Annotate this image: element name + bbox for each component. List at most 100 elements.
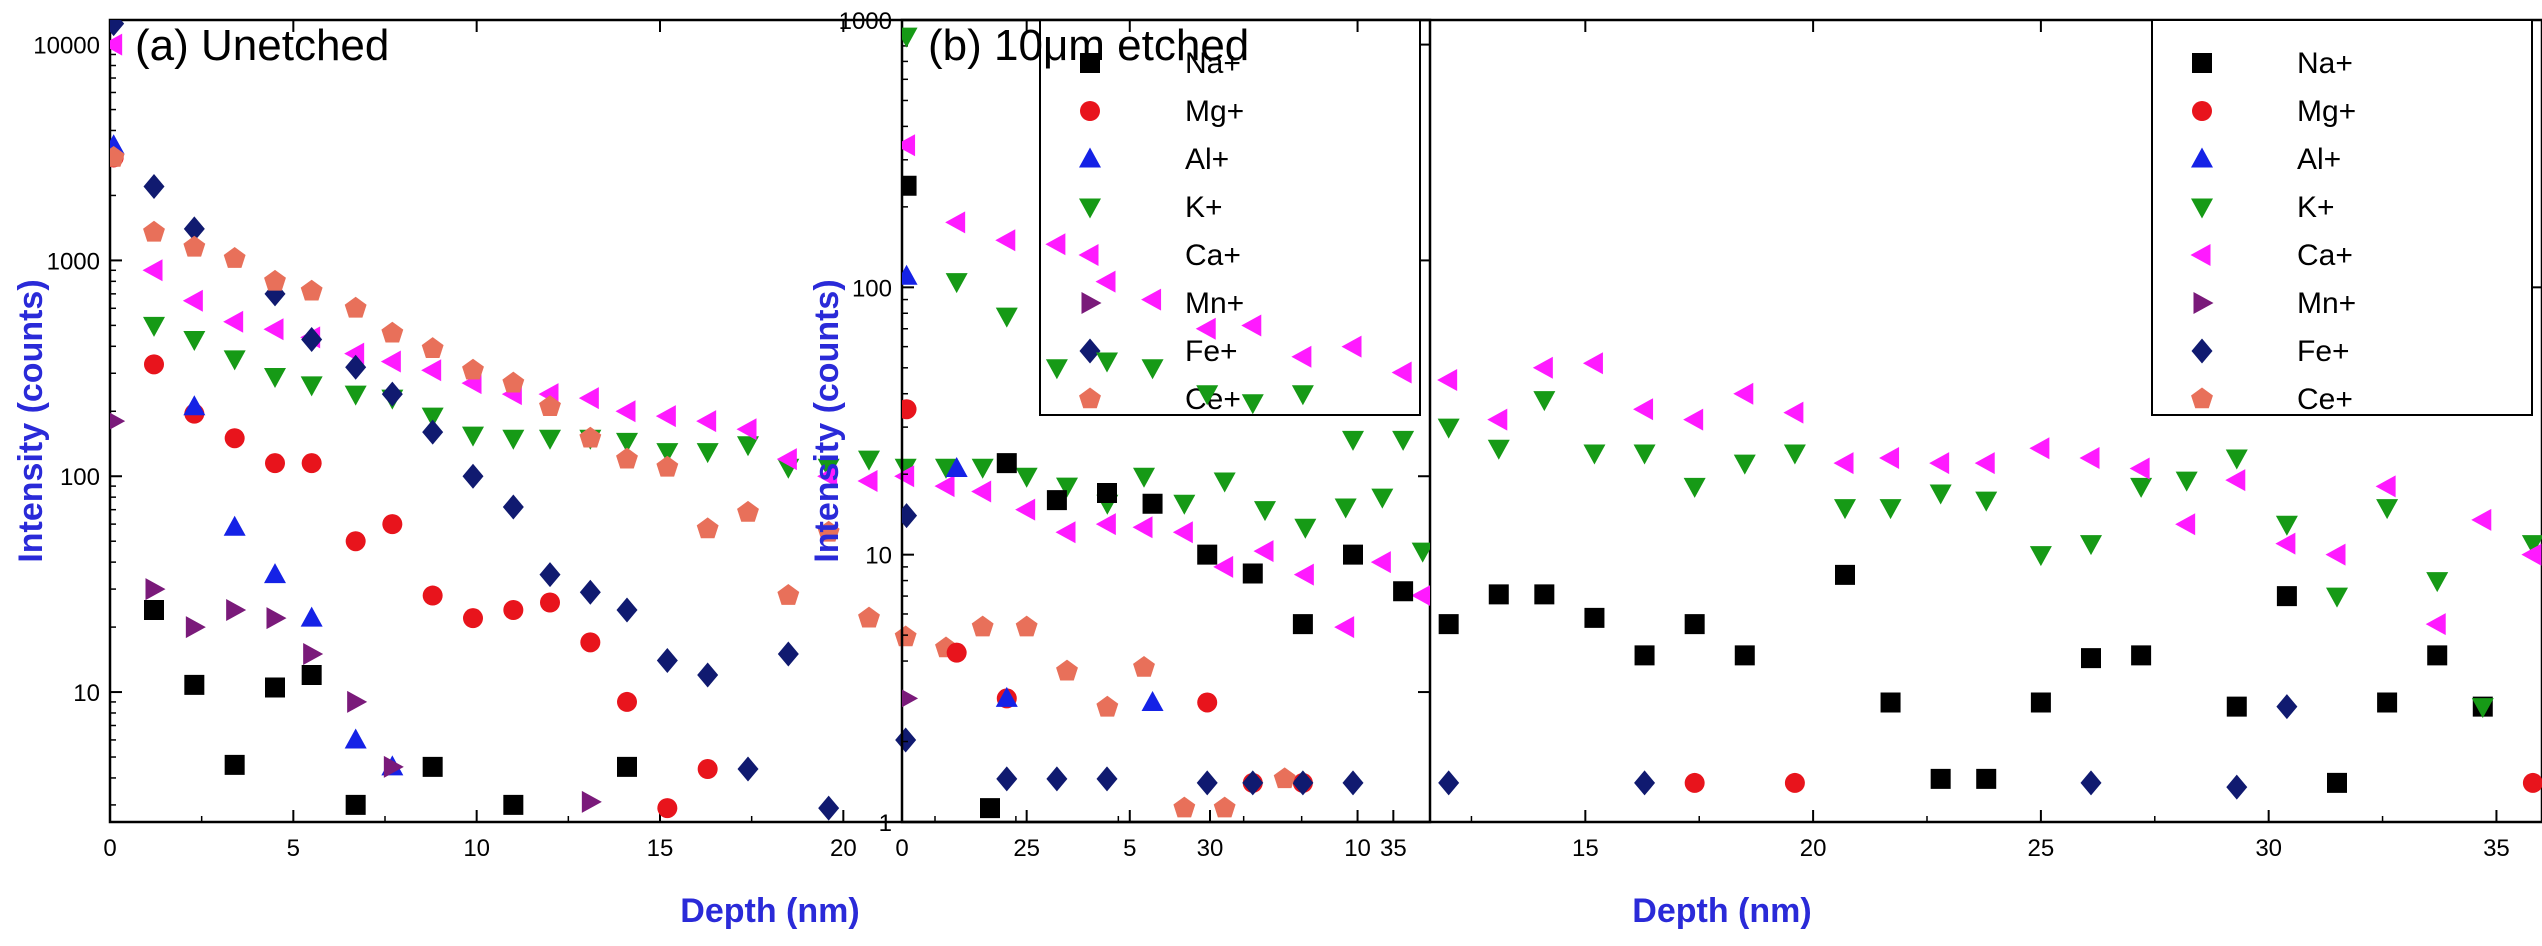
legend-marker-ce (1079, 387, 1101, 409)
point-fe (2226, 774, 2248, 800)
point-na (1835, 564, 1855, 585)
point-k (2080, 535, 2102, 556)
legend-marker-ca (2190, 244, 2211, 266)
point-ca (894, 465, 915, 488)
x-tick-label: 20 (1800, 835, 1827, 862)
point-ce (656, 455, 679, 477)
legend-label-mg: Mg+ (1185, 95, 1244, 128)
point-ca (1733, 382, 1754, 405)
point-ca (1582, 352, 1603, 375)
point-ca (1132, 516, 1153, 539)
point-ca (1095, 270, 1116, 293)
point-ce (462, 358, 484, 380)
point-mg (1197, 692, 1218, 713)
legend-label-mn: Mn+ (2297, 287, 2356, 320)
point-na (1734, 645, 1755, 666)
point-ce (223, 247, 246, 268)
point-mg (902, 399, 917, 420)
point-fe (1242, 770, 1264, 796)
legend-box (2151, 19, 2533, 416)
point-na (1197, 544, 1218, 565)
point-k (1173, 494, 1196, 515)
point-fe (996, 766, 1018, 792)
point-ca (2375, 475, 2396, 498)
legend-marker-k (2191, 198, 2213, 219)
point-mg (144, 354, 164, 375)
x-tick-label: 15 (647, 835, 674, 862)
point-na (1242, 563, 1263, 584)
point-mg (301, 453, 322, 474)
point-na (265, 677, 285, 698)
point-k (656, 443, 679, 464)
point-fe (502, 494, 524, 520)
point-fe (110, 20, 125, 37)
legend: Na+Mg+Al+K+Ca+Mn+Fe+Ce+ (1039, 19, 1421, 416)
point-ca (1783, 401, 1804, 424)
legend-label-fe: Fe+ (2297, 335, 2350, 368)
point-k (2471, 698, 2494, 719)
point-ce (344, 296, 367, 318)
legend-marker-mg (2192, 101, 2212, 121)
point-mn (145, 578, 166, 601)
point-k (696, 443, 719, 464)
point-mg (503, 600, 524, 621)
point-ca (1045, 233, 1066, 256)
point-k (1291, 385, 1314, 406)
legend-label-mn: Mn+ (1185, 287, 1244, 320)
point-k (894, 458, 917, 479)
series-na (902, 175, 2493, 793)
point-al (902, 264, 918, 285)
point-na (1097, 483, 1117, 504)
point-na (1634, 645, 1655, 666)
panel-title: (b) 10μm etched (928, 21, 1249, 70)
point-mg (946, 642, 967, 663)
point-ce (183, 235, 206, 257)
point-k (971, 458, 994, 479)
point-ca (1241, 314, 1262, 337)
legend-marker-ca (1078, 244, 1099, 266)
y-tick-label: 100 (852, 275, 892, 302)
point-na (617, 756, 637, 777)
x-axis-label: Depth (nm) (1632, 892, 1811, 930)
x-tick-label: 10 (1344, 835, 1371, 862)
point-k (995, 307, 1018, 328)
point-k (2376, 499, 2399, 520)
y-tick-label: 10 (73, 680, 100, 707)
x-tick-label: 5 (287, 835, 300, 862)
point-ce (616, 447, 638, 469)
point-mg (617, 691, 637, 712)
point-ce (777, 584, 800, 605)
point-fe (1438, 770, 1460, 796)
point-k (2029, 546, 2052, 567)
point-fe (737, 756, 759, 782)
x-tick-label: 35 (2483, 835, 2510, 862)
point-ca (1141, 288, 1162, 311)
point-mg (697, 759, 718, 780)
x-tick-label: 5 (1123, 835, 1136, 862)
point-ce (502, 371, 525, 393)
point-k (2175, 471, 2198, 492)
point-na (1584, 607, 1605, 628)
legend-label-k: K+ (2297, 191, 2335, 224)
point-k (1342, 430, 1364, 451)
point-ca (380, 350, 401, 373)
point-ce (858, 606, 880, 628)
point-na (1534, 584, 1555, 605)
point-al (223, 515, 246, 536)
point-mn (581, 790, 602, 813)
point-ce (696, 517, 719, 539)
legend-label-ce: Ce+ (2297, 383, 2353, 416)
point-na (2327, 772, 2347, 793)
point-fe (539, 562, 561, 588)
point-na (2030, 692, 2051, 713)
point-fe (422, 419, 444, 445)
point-fe (1196, 770, 1218, 796)
point-fe (183, 216, 205, 242)
point-ce (1133, 655, 1155, 677)
point-k (1975, 491, 1998, 512)
point-ca (857, 470, 878, 493)
point-ca (1341, 335, 1362, 358)
plot-frame (900, 18, 2542, 824)
point-k (2225, 449, 2248, 470)
